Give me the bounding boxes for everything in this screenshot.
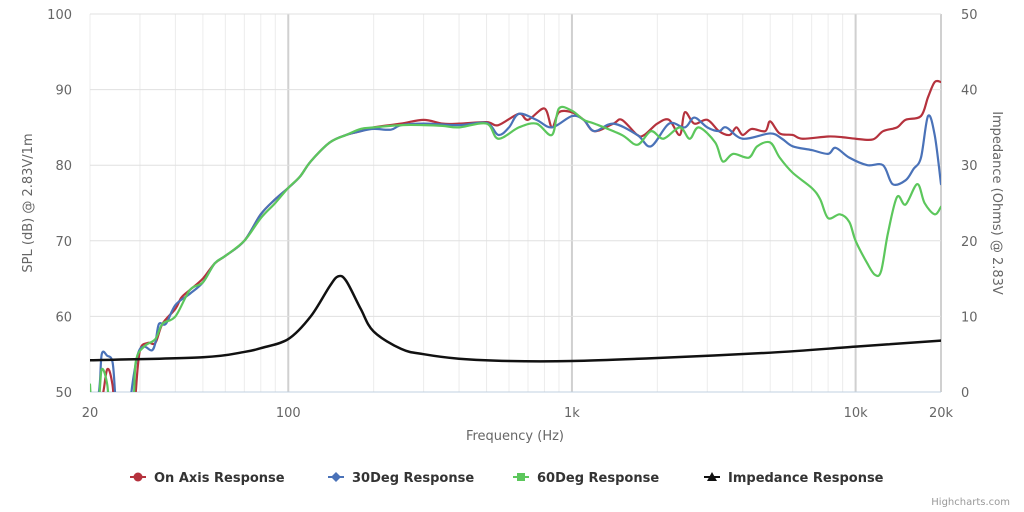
series-line-impedance-response <box>90 274 941 363</box>
y2-tick-label: 0 <box>961 386 969 401</box>
grid <box>89 13 942 393</box>
legend-item-60deg-response[interactable]: 60Deg Response <box>513 471 659 486</box>
series-group <box>90 79 941 392</box>
legend-square-marker <box>517 473 525 481</box>
axes: 50 60 70 80 90 100 0 10 20 30 40 50 20 100 1k 10k 20k <box>47 8 977 421</box>
y2-tick-label: 20 <box>961 235 978 250</box>
y-axis-title: SPL (dB) @ 2.83V/1m <box>21 133 36 272</box>
legend-label: 60Deg Response <box>537 471 659 486</box>
legend: On Axis Response 30Deg Response 60Deg Resp… <box>130 471 884 486</box>
legend-label: Impedance Response <box>728 471 884 486</box>
x-tick-label: 100 <box>276 406 301 421</box>
legend-label: 30Deg Response <box>352 471 474 486</box>
y2-tick-label: 10 <box>961 310 978 325</box>
legend-item-impedance-response[interactable]: Impedance Response <box>704 471 884 486</box>
series-line-on-axis-response <box>102 79 941 392</box>
y-tick-label: 100 <box>47 8 72 23</box>
legend-label: On Axis Response <box>154 471 285 486</box>
y-tick-label: 80 <box>55 159 72 174</box>
credit[interactable]: Highcharts.com <box>931 497 1010 508</box>
y2-tick-label: 50 <box>961 8 978 23</box>
y-tick-label: 50 <box>55 386 72 401</box>
y2-axis-title: Impedance (Ohms) @ 2.83V <box>989 111 1004 295</box>
legend-diamond-marker <box>331 472 341 482</box>
y-tick-label: 60 <box>55 310 72 325</box>
y-tick-label: 70 <box>55 235 72 250</box>
legend-circle-marker <box>133 472 143 482</box>
series-line-30deg-response <box>97 112 941 392</box>
series-line-60deg-response <box>90 105 941 392</box>
x-tick-label: 20 <box>82 406 99 421</box>
legend-item-30deg-response[interactable]: 30Deg Response <box>328 471 474 486</box>
legend-triangle-marker <box>707 472 717 481</box>
x-tick-label: 10k <box>844 406 869 421</box>
y-tick-label: 90 <box>55 84 72 99</box>
x-tick-label: 1k <box>564 406 580 421</box>
y2-tick-label: 40 <box>961 84 978 99</box>
y2-tick-label: 30 <box>961 159 978 174</box>
legend-item-on-axis-response[interactable]: On Axis Response <box>130 471 285 486</box>
x-tick-label: 20k <box>929 406 954 421</box>
x-axis-title: Frequency (Hz) <box>466 429 564 444</box>
